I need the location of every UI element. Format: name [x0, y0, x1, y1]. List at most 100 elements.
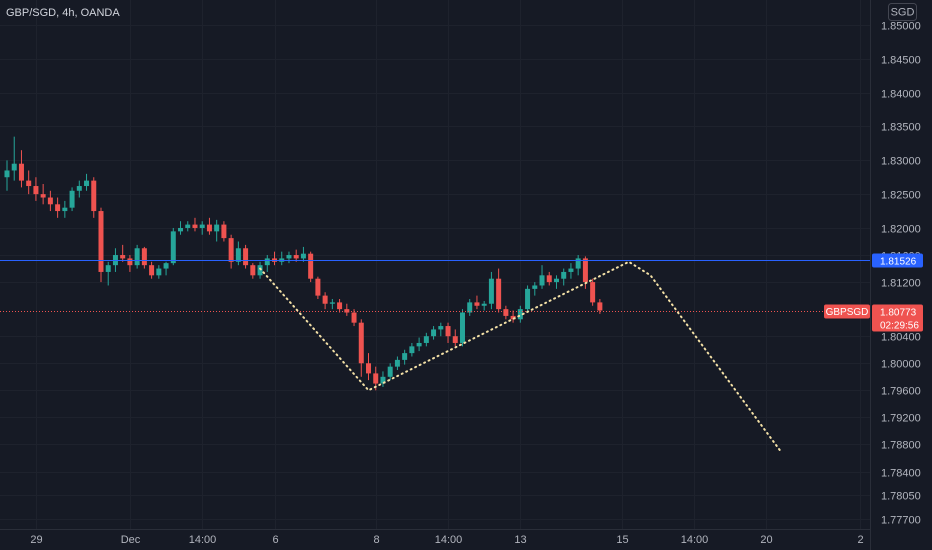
candle-body: [423, 336, 429, 343]
candle-body: [409, 346, 415, 354]
candle: [105, 261, 111, 286]
candle: [91, 177, 97, 218]
candle: [286, 251, 292, 264]
candle-body: [170, 231, 176, 264]
price-tick-label: 1.84000: [881, 89, 921, 101]
candle: [496, 268, 502, 313]
candle: [11, 136, 17, 181]
candle: [300, 246, 306, 262]
candle-body: [517, 309, 523, 320]
candle-body: [351, 312, 357, 323]
time-axis[interactable]: 29 Dec 14:00 6 8 14:00 13 15 14:00 20 2: [30, 534, 863, 546]
currency-button-label[interactable]: SGD: [891, 7, 915, 19]
candle: [517, 305, 523, 323]
candle: [98, 207, 104, 283]
candle: [18, 150, 24, 188]
candle-body: [308, 253, 314, 279]
candle-body: [149, 265, 155, 276]
candle-body: [178, 227, 184, 232]
candle-body: [286, 255, 292, 259]
bar-countdown-label: 02:29:56: [880, 321, 919, 332]
candle-body: [510, 315, 516, 320]
candle-body: [26, 180, 32, 187]
price-tick-label: 1.85000: [881, 21, 921, 33]
candle-body: [91, 180, 97, 212]
candle-body: [474, 302, 480, 306]
candle-body: [503, 309, 509, 316]
time-tick-label: 15: [616, 534, 628, 546]
candle: [438, 322, 444, 337]
candle: [561, 268, 567, 286]
candle-body: [337, 302, 343, 310]
candle-body: [76, 186, 82, 191]
candle: [553, 275, 559, 289]
zigzag-pattern-line[interactable]: [259, 260, 782, 453]
candle: [178, 221, 184, 235]
candle-body: [185, 224, 191, 228]
candle-body: [445, 326, 451, 337]
candle: [337, 299, 343, 313]
candle: [568, 263, 574, 279]
candle-body: [293, 255, 299, 259]
currency-button[interactable]: SGD: [888, 3, 917, 21]
candle-body: [488, 278, 494, 304]
candle: [394, 356, 400, 371]
candle-body: [221, 224, 227, 239]
candle: [264, 255, 270, 272]
candle-body: [235, 248, 241, 262]
candle-body: [206, 224, 212, 232]
candle: [199, 221, 205, 235]
candle-body: [98, 211, 104, 272]
price-tick-label: 1.79200: [881, 413, 921, 425]
candle-body: [402, 353, 408, 360]
currency-button-frame[interactable]: [888, 3, 917, 21]
candle-body: [134, 248, 140, 266]
candle: [409, 342, 415, 357]
candle: [308, 251, 314, 283]
price-tick-label: 1.79600: [881, 386, 921, 398]
time-tick-label: 29: [30, 534, 42, 546]
candle-body: [199, 224, 205, 228]
candle: [503, 305, 509, 320]
candle-body: [597, 302, 603, 311]
symbol-tag: [824, 304, 870, 319]
candle: [315, 276, 321, 299]
candle: [149, 261, 155, 279]
candle-body: [394, 359, 400, 367]
time-tick-label: 20: [760, 534, 772, 546]
candle: [546, 271, 552, 286]
candle-body: [62, 207, 68, 212]
candle: [467, 299, 473, 316]
price-axis[interactable]: 1.85000 1.84500 1.84000 1.83500 1.83000 1.825…: [881, 21, 921, 527]
chart-title: GBP/SGD, 4h, OANDA: [6, 7, 120, 19]
candle-body: [11, 163, 17, 171]
candle: [62, 200, 68, 218]
candle-body: [467, 302, 473, 313]
candle-body: [525, 288, 531, 310]
candle: [575, 255, 581, 276]
candle: [481, 301, 487, 311]
candle-body: [431, 329, 437, 337]
price-tick-label: 1.82500: [881, 190, 921, 202]
candle: [141, 246, 147, 269]
candle-body: [250, 265, 256, 276]
candle: [185, 221, 191, 232]
candle: [329, 299, 335, 310]
candle-body: [47, 197, 53, 205]
candle-body: [481, 303, 487, 306]
current-price-label: 1.80773: [880, 308, 917, 319]
candle-body: [163, 263, 169, 269]
candle: [134, 244, 140, 269]
time-tick-label: 2: [857, 534, 863, 546]
candle-body: [228, 238, 234, 262]
candle: [474, 295, 480, 310]
candle-body: [344, 309, 350, 313]
candle-body: [582, 258, 588, 283]
candle: [257, 261, 263, 279]
candle: [525, 285, 531, 313]
candle-body: [264, 258, 270, 266]
time-tick-label: 14:00: [681, 534, 709, 546]
candle: [192, 217, 198, 232]
candle: [40, 184, 46, 205]
